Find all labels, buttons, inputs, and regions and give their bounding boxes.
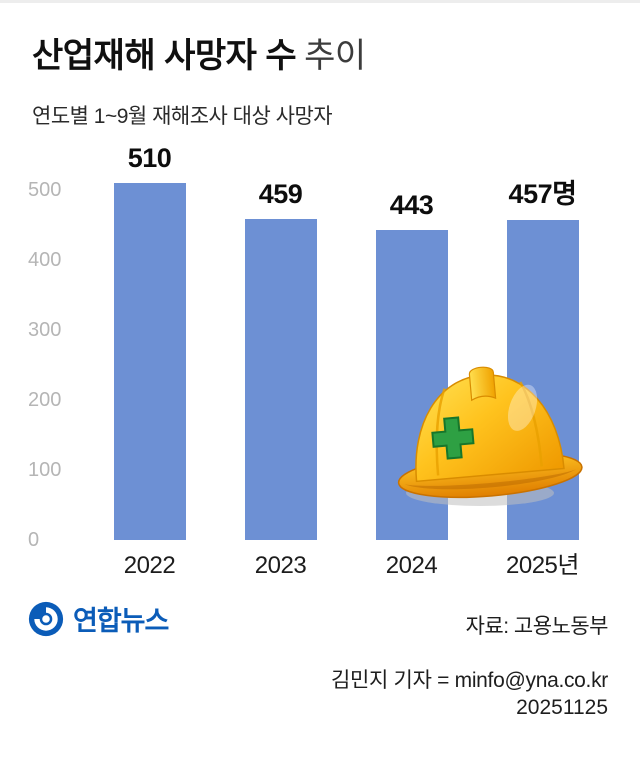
bar-group: 510 2022 <box>84 143 215 579</box>
x-axis-label: 2023 <box>254 552 307 579</box>
yonhap-news-logo: 연합뉴스 <box>28 599 169 638</box>
reporter-byline: 김민지 기자 = minfo@yna.co.kr <box>330 669 608 692</box>
x-axis-label: 2024 <box>385 552 438 579</box>
yonhap-logo-mark-icon <box>28 601 64 636</box>
agency-name: 연합뉴스 <box>73 606 169 636</box>
y-axis-tick: 400 <box>28 249 62 271</box>
subtitle: 연도별 1~9월 재해조사 대상 사망자 <box>32 105 333 128</box>
bar-chart: 0 100 200 300 400 500 510 2022 459 2023 443 2024 45… <box>0 143 640 579</box>
bar-value-label: 457명 <box>508 179 577 210</box>
y-axis-tick: 100 <box>28 459 62 481</box>
y-axis: 0 100 200 300 400 500 <box>28 153 78 551</box>
x-axis-label: 2025년 <box>506 552 579 579</box>
green-cross-icon <box>431 416 475 460</box>
bar <box>244 218 317 540</box>
bar-group: 459 2023 <box>215 178 346 579</box>
bar-value-label: 459 <box>258 178 303 209</box>
title-main: 산업재해 사망자 수 <box>32 37 297 75</box>
page-title: 산업재해 사망자 수 추이 <box>32 37 366 76</box>
bar <box>113 183 186 540</box>
x-axis-label: 2022 <box>123 552 176 579</box>
y-axis-tick: 0 <box>28 529 40 551</box>
date-stamp: 20251125 <box>516 696 608 719</box>
title-suffix: 추이 <box>304 37 366 75</box>
bar-value-label: 510 <box>127 143 172 173</box>
source-credit: 자료: 고용노동부 <box>465 615 609 638</box>
y-axis-tick: 200 <box>28 389 62 411</box>
bar-value-label: 443 <box>389 189 434 220</box>
plot-area: 510 2022 459 2023 443 2024 457명 2025년 <box>84 93 608 579</box>
y-axis-tick: 300 <box>28 319 62 341</box>
safety-helmet-icon <box>397 366 583 506</box>
y-axis-tick: 500 <box>28 179 62 201</box>
